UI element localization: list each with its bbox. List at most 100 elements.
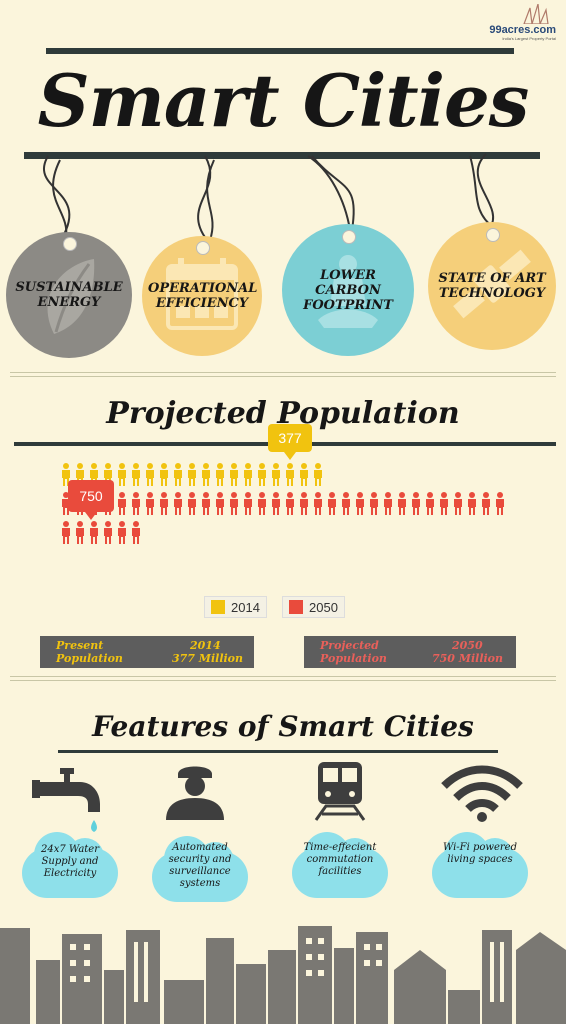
person-icon-2050 [132, 521, 140, 544]
callout-2014: 377 [268, 424, 312, 460]
person-icon-2014 [146, 463, 154, 486]
person-icon-2014 [244, 463, 252, 486]
person-icon-2014 [258, 463, 266, 486]
person-icon-2050 [188, 492, 196, 515]
feature-label-security: Automated security and surveillance syst… [168, 842, 232, 889]
person-icon-2014 [272, 463, 280, 486]
section-divider-2 [10, 676, 556, 681]
person-icon-2050 [272, 492, 280, 515]
person-icon-2050 [286, 492, 294, 515]
tag-label: STATE OF ART TECHNOLOGY [438, 271, 546, 301]
person-icon-2050 [440, 492, 448, 515]
person-icon-2050 [62, 521, 70, 544]
person-icon-2050 [146, 492, 154, 515]
person-icon-2050 [118, 492, 126, 515]
legend-label-2050: 2050 [309, 599, 338, 615]
person-icon-2014 [286, 463, 294, 486]
feature-card-security: Automated security and surveillance syst… [152, 836, 248, 902]
legend-item-2014: 2014 [204, 596, 267, 618]
train-icon [314, 762, 366, 821]
person-icon-2014 [132, 463, 140, 486]
person-icon-2050 [300, 492, 308, 515]
person-icon-2050 [384, 492, 392, 515]
present-population-value: 377 Million [172, 652, 244, 665]
tag-state-of-art-technology: STATE OF ART TECHNOLOGY [428, 222, 556, 350]
feature-label-water: 24x7 Water Supply and Electricity [41, 844, 99, 879]
title-top-rule [46, 48, 514, 54]
person-icon-2014 [118, 463, 126, 486]
projected-population-year: 2050 [452, 639, 483, 652]
tag-label: SUSTAINABLE ENERGY [15, 280, 123, 310]
person-icon-2050 [104, 521, 112, 544]
feature-card-commute: Time-effecient commutation facilities [292, 832, 388, 898]
person-icon-2050 [118, 521, 126, 544]
features-rule [58, 750, 498, 753]
person-icon-2014 [160, 463, 168, 486]
legend-swatch-2014 [211, 600, 225, 614]
section-divider [10, 372, 556, 377]
city-skyline [0, 926, 566, 1024]
person-icon-2050 [258, 492, 266, 515]
logo-subtitle: India's Largest Property Portal [502, 36, 556, 41]
meditation-icon [318, 255, 378, 328]
projected-population-label: Projected Population [320, 639, 387, 665]
person-icon-2050 [454, 492, 462, 515]
person-icon-2050 [426, 492, 434, 515]
person-icon-2050 [342, 492, 350, 515]
wifi-icon [441, 765, 523, 822]
leaf-icon [47, 259, 95, 334]
features-title: Features of Smart Cities [92, 710, 474, 743]
water-tap-icon [32, 768, 100, 832]
person-icon-2014 [174, 463, 182, 486]
person-icon-2050 [174, 492, 182, 515]
person-icon-2014 [300, 463, 308, 486]
projected-population-box: Projected Population 2050 750 Million [304, 636, 516, 668]
person-icon-2014 [188, 463, 196, 486]
feature-label-wifi: Wi-Fi powered living spaces [443, 842, 517, 865]
title-bottom-rule [24, 152, 540, 159]
feature-label-commute: Time-effecient commutation facilities [303, 842, 377, 877]
person-icon-2050 [160, 492, 168, 515]
tag-sustainable-energy: SUSTAINABLE ENERGY [6, 232, 132, 358]
tag-operational-efficiency: OPERATIONAL EFFICIENCY [142, 236, 262, 356]
person-icon-2014 [314, 463, 322, 486]
legend-item-2050: 2050 [282, 596, 345, 618]
logo-text: 99acres.com [489, 24, 556, 36]
person-icon-2050 [314, 492, 322, 515]
feature-card-wifi: Wi-Fi powered living spaces [432, 832, 528, 898]
person-icon-2050 [202, 492, 210, 515]
logo-bars-icon [523, 4, 549, 24]
person-icon-2050 [230, 492, 238, 515]
tag-label: OPERATIONAL EFFICIENCY [148, 281, 258, 311]
tag-label: LOWER CARBON FOOTPRINT [303, 267, 393, 313]
feature-card-water: 24x7 Water Supply and Electricity [22, 832, 118, 898]
person-icon-2050 [496, 492, 504, 515]
callout-2050-value: 750 [79, 488, 103, 504]
person-icon-2050 [468, 492, 476, 515]
person-icon-2050 [328, 492, 336, 515]
person-icon-2050 [370, 492, 378, 515]
projected-population-value: 750 Million [432, 652, 504, 665]
page-title: Smart Cities [37, 58, 530, 143]
population-pictogram [62, 463, 504, 544]
tag-strings [42, 153, 495, 241]
person-icon-2050 [132, 492, 140, 515]
security-guard-icon [166, 766, 224, 820]
callout-2050: 750 [68, 480, 114, 520]
person-icon-2050 [482, 492, 490, 515]
person-icon-2050 [398, 492, 406, 515]
person-icon-2050 [412, 492, 420, 515]
person-icon-2014 [202, 463, 210, 486]
person-icon-2014 [230, 463, 238, 486]
person-icon-2050 [90, 521, 98, 544]
present-population-box: Present Population 2014 377 Million [40, 636, 254, 668]
person-icon-2050 [244, 492, 252, 515]
person-icon-2050 [356, 492, 364, 515]
tag-lower-carbon-footprint: LOWER CARBON FOOTPRINT [282, 224, 414, 356]
person-icon-2050 [76, 521, 84, 544]
person-icon-2050 [216, 492, 224, 515]
legend-swatch-2050 [289, 600, 303, 614]
calendar-icon [166, 258, 238, 330]
present-population-year: 2014 [190, 639, 221, 652]
legend-label-2014: 2014 [231, 599, 260, 615]
